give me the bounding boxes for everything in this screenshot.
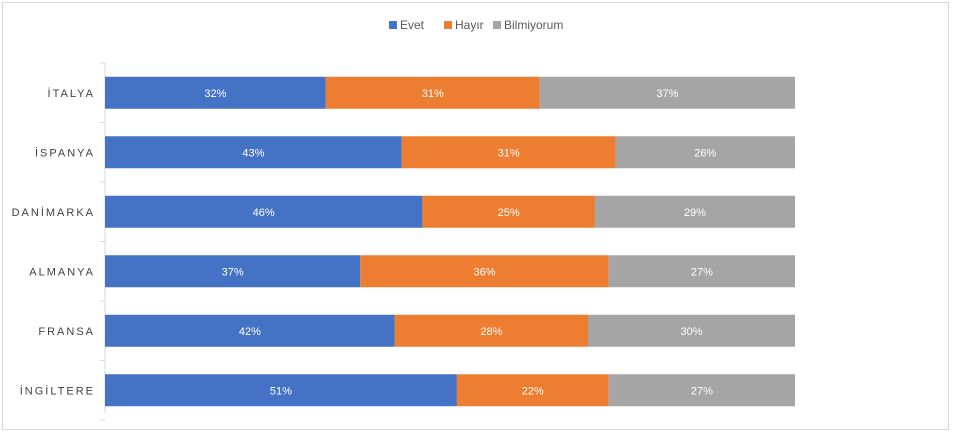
bar-segment xyxy=(608,374,795,407)
data-label: 31% xyxy=(422,88,444,100)
bar-segment xyxy=(105,314,395,347)
data-label: 28% xyxy=(480,326,502,338)
data-label: 26% xyxy=(694,147,716,159)
data-label: 25% xyxy=(498,207,520,219)
data-label: 27% xyxy=(691,266,713,278)
chart-frame: Evet Hayır Bilmiyorum İTALYA İSPANYA DANİMAR… xyxy=(2,2,949,430)
legend-label-2: Bilmiyorum xyxy=(504,18,563,32)
bar-segment xyxy=(105,76,326,109)
data-label: 46% xyxy=(253,207,275,219)
data-label: 31% xyxy=(498,147,520,159)
bar-segment xyxy=(360,255,609,288)
data-label: 43% xyxy=(242,147,264,159)
bar-segment xyxy=(401,136,616,169)
bar-segment xyxy=(105,255,361,288)
bar-segment xyxy=(325,76,540,109)
plot-area: İTALYA İSPANYA DANİMARKA ALMANYA FRANSA İNGİL… xyxy=(12,62,795,421)
data-label: 42% xyxy=(239,326,261,338)
data-label: 37% xyxy=(656,88,678,100)
category-label: İTALYA xyxy=(48,87,95,100)
legend-label-1: Hayır xyxy=(455,18,484,32)
data-label: 22% xyxy=(522,385,544,397)
legend-swatch-1 xyxy=(444,21,452,29)
bar-segment xyxy=(608,255,795,288)
bar-segment xyxy=(105,374,457,407)
legend-label-0: Evet xyxy=(400,18,425,32)
category-label: DANİMARKA xyxy=(12,206,95,219)
bar-segment xyxy=(422,195,595,228)
bar-segment xyxy=(594,195,795,228)
data-label: 29% xyxy=(684,207,706,219)
bar-segment xyxy=(394,314,588,347)
bar-segment xyxy=(588,314,795,347)
legend-swatch-2 xyxy=(493,21,501,29)
category-label: ALMANYA xyxy=(29,266,95,278)
data-label: 27% xyxy=(691,385,713,397)
category-label: İSPANYA xyxy=(35,146,95,159)
legend: Evet Hayır Bilmiyorum xyxy=(389,18,563,32)
data-label: 30% xyxy=(680,326,702,338)
stacked-bar-chart: Evet Hayır Bilmiyorum İTALYA İSPANYA DANİMAR… xyxy=(12,18,795,421)
bar-segment xyxy=(456,374,609,407)
data-label: 32% xyxy=(204,88,226,100)
data-label: 36% xyxy=(473,266,495,278)
data-label: 37% xyxy=(222,266,244,278)
data-label: 51% xyxy=(270,385,292,397)
bar-segment xyxy=(539,76,795,109)
category-label: FRANSA xyxy=(38,326,95,338)
category-label: İNGİLTERE xyxy=(20,384,95,397)
bar-segment xyxy=(105,195,423,228)
bar-segment xyxy=(105,136,402,169)
bar-segment xyxy=(615,136,795,169)
legend-swatch-0 xyxy=(389,21,397,29)
